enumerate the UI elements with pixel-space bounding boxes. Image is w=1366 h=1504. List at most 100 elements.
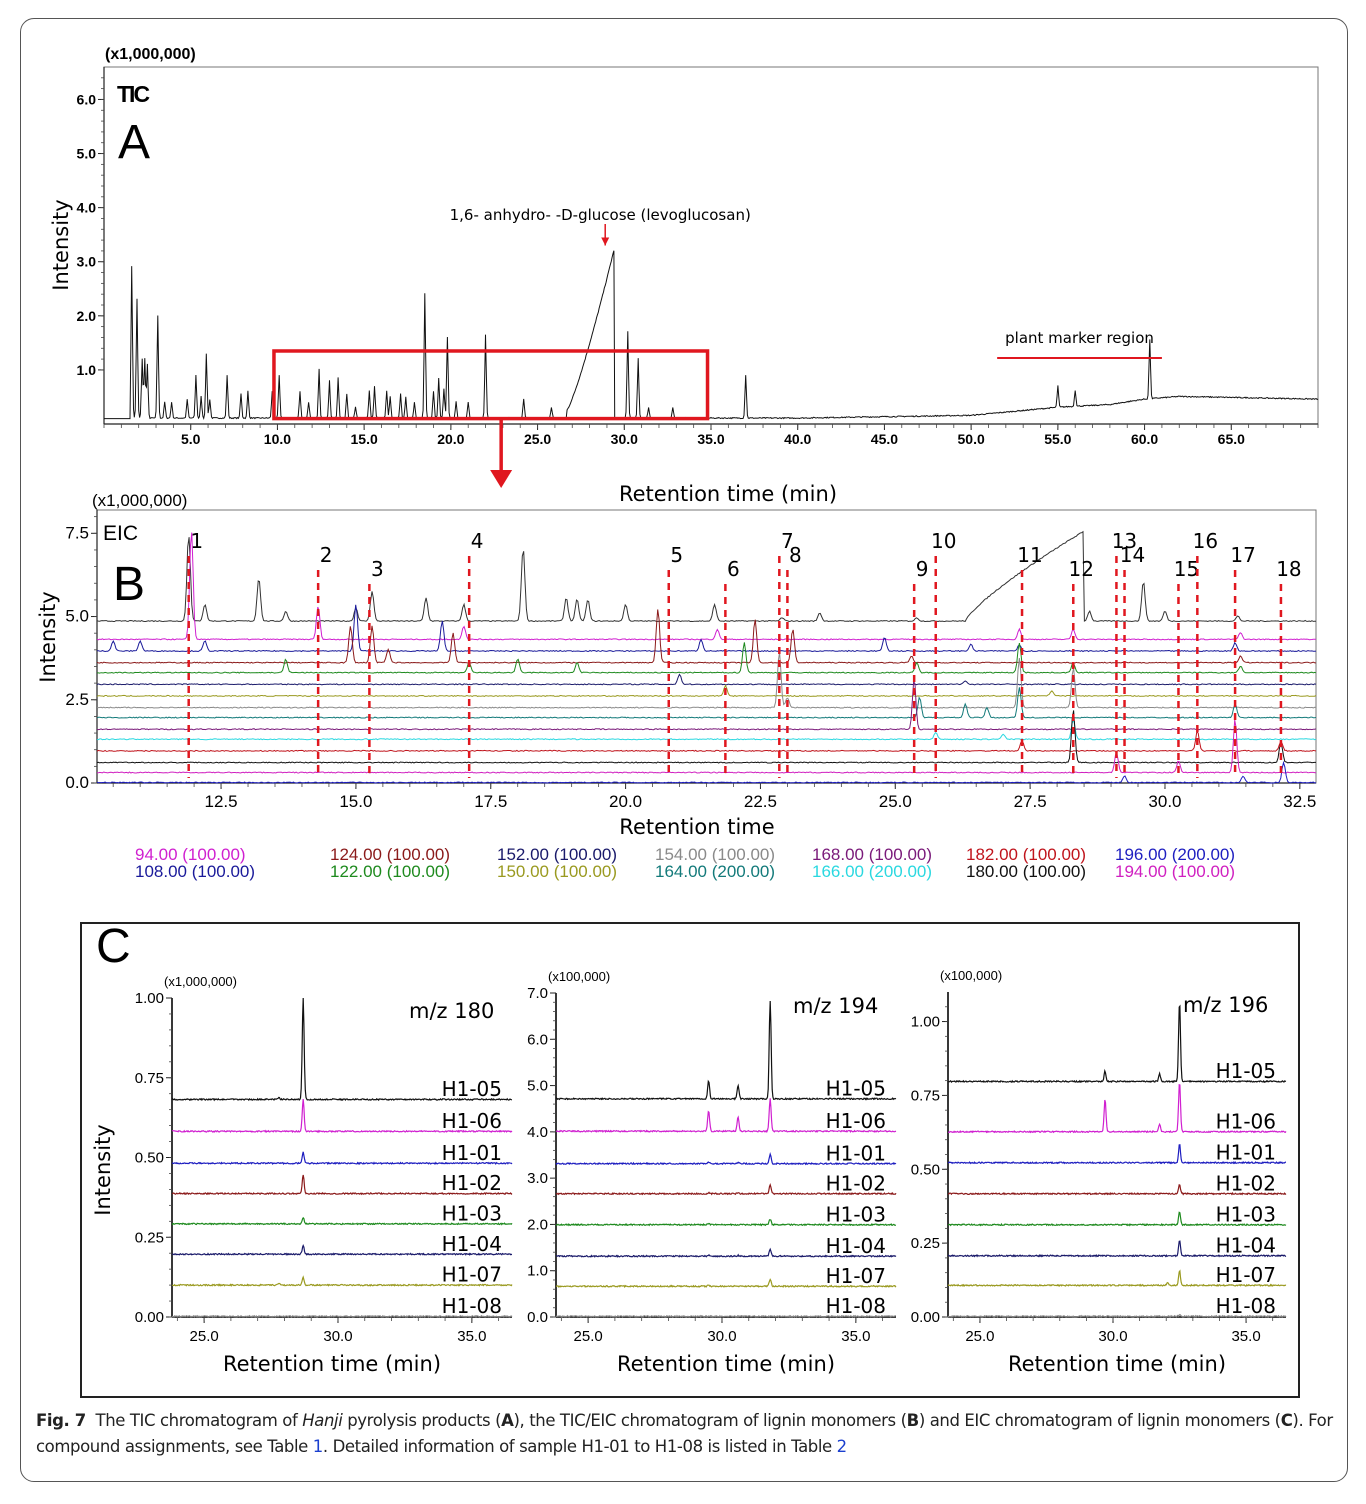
- legend-item: 154.00 (100.00): [655, 845, 775, 864]
- y-tick-label: 0.50: [911, 1161, 940, 1178]
- peak-marker-label: 4: [471, 529, 484, 553]
- mz-title: m/z 194: [793, 994, 878, 1018]
- sample-trace: [171, 1244, 513, 1257]
- x-axis-label: Retention time (min): [223, 1352, 441, 1376]
- legend-item: 122.00 (100.00): [330, 862, 450, 881]
- peak-marker-label: 18: [1276, 557, 1301, 581]
- x-tick-label: 22.5: [744, 792, 777, 811]
- sample-label: H1-08: [826, 1294, 886, 1318]
- eic-trace: [96, 530, 1316, 623]
- y-tick-label: 7.0: [527, 985, 548, 1002]
- eic-trace: [96, 760, 1317, 784]
- caption-bold-b: B: [906, 1411, 920, 1430]
- legend-item: 108.00 (100.00): [135, 862, 255, 881]
- legend-item: 94.00 (100.00): [135, 845, 246, 864]
- sample-label: H1-05: [442, 1077, 502, 1101]
- sample-trace: [171, 1099, 513, 1134]
- sample-trace: [947, 1004, 1287, 1084]
- table-1-link[interactable]: 1: [312, 1437, 324, 1456]
- peak-marker-label: 6: [727, 557, 740, 581]
- x-tick-label: 30.0: [1098, 1328, 1127, 1345]
- sample-trace: [947, 1240, 1287, 1258]
- panel-b-xlabel: Retention time: [619, 815, 774, 839]
- x-axis-label: Retention time (min): [1008, 1352, 1226, 1376]
- legend-item: 124.00 (100.00): [330, 845, 450, 864]
- zoom-arrow-head: [490, 470, 513, 488]
- sample-label: H1-02: [442, 1171, 502, 1195]
- x-tick-label: 32.5: [1283, 792, 1316, 811]
- peak-marker-label: 12: [1069, 557, 1094, 581]
- sample-label: H1-08: [442, 1294, 502, 1318]
- sample-trace: [947, 1269, 1287, 1288]
- legend-item: 168.00 (100.00): [812, 845, 932, 864]
- eic-trace: [96, 673, 1317, 686]
- sample-label: H1-06: [442, 1109, 502, 1133]
- x-tick-label: 30.0: [707, 1328, 736, 1345]
- panel-c-ylabel: Intensity: [91, 1124, 115, 1215]
- sample-label: H1-04: [1216, 1233, 1276, 1257]
- legend-item: 152.00 (100.00): [497, 845, 617, 864]
- y-tick-label: 0.25: [911, 1235, 940, 1252]
- panel-a-scale-label: (x1,000,000): [105, 46, 196, 63]
- x-tick-label: 35.0: [841, 1328, 870, 1345]
- sample-trace: [171, 1151, 513, 1166]
- sample-trace: [171, 1174, 513, 1196]
- x-tick-label: 20.0: [609, 792, 642, 811]
- x-tick-label: 25.0: [524, 431, 551, 447]
- x-tick-label: 20.0: [437, 431, 464, 447]
- levoglucosan-arrow-head: [601, 237, 610, 246]
- peak-marker-label: 15: [1174, 557, 1199, 581]
- y-tick-label: 0.75: [911, 1087, 940, 1104]
- sample-label: H1-04: [826, 1234, 886, 1258]
- eic-trace: [97, 718, 1317, 741]
- peak-marker-label: 11: [1017, 543, 1042, 567]
- caption-bold-a: A: [501, 1411, 514, 1430]
- sample-trace: [947, 1211, 1287, 1227]
- sample-trace: [171, 997, 513, 1102]
- eic-trace: [96, 687, 1317, 719]
- legend-item: 164.00 (200.00): [655, 862, 775, 881]
- x-tick-label: 40.0: [784, 431, 811, 447]
- peak-marker-label: 16: [1193, 529, 1218, 553]
- caption-text-4: ) and EIC chromatogram of lignin monomer…: [918, 1411, 1281, 1430]
- sample-label: H1-01: [826, 1141, 886, 1165]
- x-tick-label: 17.5: [474, 792, 507, 811]
- panel-a-trace-label: TIC: [117, 81, 149, 107]
- table-2-link[interactable]: 2: [836, 1437, 848, 1456]
- legend-item: 194.00 (100.00): [1115, 862, 1235, 881]
- eic-trace: [96, 710, 1316, 764]
- y-tick-label: 7.5: [65, 523, 89, 542]
- zoom-region-box: [272, 349, 710, 421]
- sample-trace: [947, 1313, 1287, 1319]
- x-tick-label: 30.0: [323, 1328, 352, 1345]
- panel-c-box: [80, 922, 1300, 1398]
- x-tick-label: 15.0: [351, 431, 378, 447]
- eic-trace: [96, 720, 1317, 774]
- peak-marker-label: 2: [320, 543, 333, 567]
- sample-label: H1-07: [1216, 1263, 1276, 1287]
- y-tick-label: 2.0: [527, 1216, 548, 1233]
- y-tick-label: 0.0: [527, 1309, 548, 1326]
- sample-trace: [555, 1000, 897, 1101]
- panel-a-ylabel: Intensity: [49, 199, 73, 290]
- y-tick-label: 1.0: [527, 1263, 548, 1280]
- x-tick-label: 35.0: [697, 431, 724, 447]
- caption-text-5: ). For compound assignments, see Table: [36, 1411, 1333, 1456]
- panel-c-label: C: [96, 920, 131, 973]
- y-tick-label: 5.0: [65, 607, 89, 626]
- panel-c-eic-charts: C Intensity 25.0 30.0 35.0 0.00 0.25 0.50 0.75…: [91, 920, 1287, 1376]
- eic-trace: [96, 730, 1317, 752]
- x-tick-label: 25.0: [574, 1328, 603, 1345]
- levoglucosan-annotation: 1,6- anhydro- -D-glucose (levoglucosan): [450, 206, 751, 224]
- sample-label: H1-01: [1216, 1140, 1276, 1164]
- x-axis-label: Retention time (min): [617, 1352, 835, 1376]
- panel-b-trace-label: EIC: [103, 522, 138, 545]
- x-tick-label: 12.5: [205, 792, 238, 811]
- sample-label: H1-05: [1216, 1059, 1276, 1083]
- legend-item: 150.00 (100.00): [497, 862, 617, 881]
- panel-b-label: B: [113, 558, 145, 611]
- y-tick-label: 0.75: [135, 1070, 164, 1087]
- sample-label: H1-06: [1216, 1109, 1276, 1133]
- sample-label: H1-06: [826, 1109, 886, 1133]
- x-tick-label: 30.0: [611, 431, 638, 447]
